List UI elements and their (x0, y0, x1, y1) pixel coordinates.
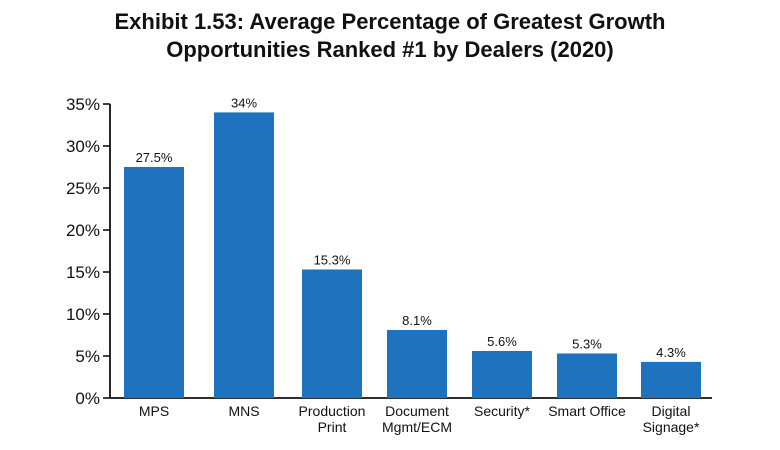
x-tick-label-line: Mgmt/ECM (382, 419, 452, 435)
x-tick-label-line: MPS (139, 403, 169, 419)
x-tick-label-line: Signage* (643, 419, 700, 435)
y-tick-label: 10% (66, 305, 100, 324)
bar (302, 269, 362, 398)
y-tick-label: 35% (66, 95, 100, 114)
x-tick-label-line: Production (299, 403, 366, 419)
chart-title-line-1: Exhibit 1.53: Average Percentage of Grea… (114, 9, 666, 34)
x-tick-label-line: Smart Office (548, 403, 626, 419)
bar (557, 353, 617, 398)
bar (387, 329, 447, 398)
data-label: 5.6% (487, 334, 517, 349)
x-tick-label: Security* (474, 403, 531, 419)
x-tick-label: MPS (139, 403, 169, 419)
x-tick-label-line: Digital (652, 403, 691, 419)
bar (641, 361, 701, 398)
y-tick-label: 20% (66, 221, 100, 240)
data-label: 15.3% (314, 252, 351, 267)
data-label: 5.3% (572, 336, 602, 351)
data-label: 27.5% (136, 150, 173, 165)
y-tick-label: 5% (75, 347, 100, 366)
bar (124, 167, 184, 398)
x-tick-label: Digital Signage* (643, 403, 700, 435)
x-tick-label-line: MNS (228, 403, 259, 419)
bar (214, 112, 274, 399)
y-tick-label: 0% (75, 389, 100, 408)
y-tick-label: 30% (66, 137, 100, 156)
data-label: 34% (231, 95, 257, 110)
y-tick-label: 15% (66, 263, 100, 282)
chart-title-line-2: Opportunities Ranked #1 by Dealers (2020… (166, 37, 614, 62)
x-tick-label: Document Mgmt/ECM (382, 403, 452, 435)
data-label: 4.3% (656, 345, 686, 360)
x-tick-label: Production Print (299, 403, 366, 435)
x-tick-label-line: Print (318, 419, 347, 435)
x-tick-label-line: Security* (474, 403, 531, 419)
x-tick-label: MNS (228, 403, 259, 419)
data-label: 8.1% (402, 313, 432, 328)
chart-title: Exhibit 1.53: Average Percentage of Grea… (0, 8, 780, 64)
bar (472, 350, 532, 398)
y-tick-label: 25% (66, 179, 100, 198)
x-tick-label: Smart Office (548, 403, 626, 419)
x-tick-label-line: Document (385, 403, 449, 419)
